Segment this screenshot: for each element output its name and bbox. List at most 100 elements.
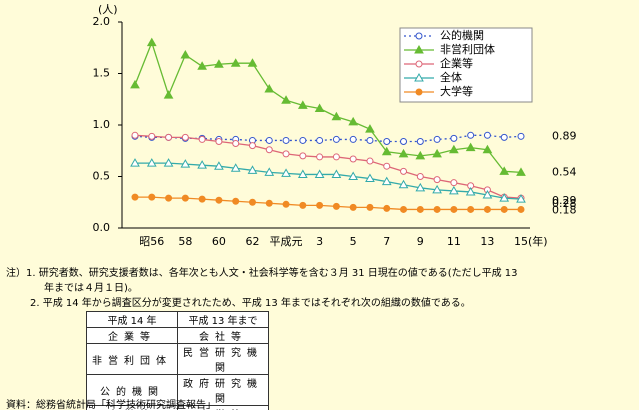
table-cell: 政府研究機関 <box>177 374 269 406</box>
point <box>131 131 139 139</box>
table-cell: 平成 13 年まで <box>177 311 269 328</box>
point <box>383 137 391 145</box>
value-label: 0.18 <box>552 203 577 216</box>
point <box>348 171 359 180</box>
legend-label: 全体 <box>440 70 462 84</box>
point <box>332 202 340 210</box>
point <box>165 194 173 202</box>
point <box>349 203 357 211</box>
legend-label: 公的機関 <box>440 28 484 42</box>
point <box>331 111 342 121</box>
point <box>398 179 409 189</box>
point <box>148 132 156 140</box>
value-label: 0.89 <box>552 129 577 142</box>
point <box>332 135 340 143</box>
point <box>130 79 140 89</box>
table-row: 公的機関 政府研究機関 <box>86 374 269 406</box>
table-row: 企業等 会社等 <box>86 327 269 344</box>
point <box>400 167 408 175</box>
point <box>163 158 174 167</box>
point <box>381 176 392 186</box>
point <box>483 205 491 213</box>
note: 年までは４月１日)。 <box>44 283 138 294</box>
legend-marker <box>415 32 423 40</box>
point <box>181 194 189 202</box>
point <box>297 169 308 178</box>
point <box>215 196 223 204</box>
legend-label: 企業等 <box>440 56 473 70</box>
point <box>165 133 173 141</box>
point <box>215 137 223 145</box>
point <box>450 205 458 213</box>
point <box>383 162 391 170</box>
point <box>230 58 241 67</box>
y-tick-label: 0.0 <box>93 221 111 234</box>
point <box>247 165 258 174</box>
point <box>465 186 476 196</box>
y-tick-label: 0.5 <box>93 170 111 183</box>
source: 資料：総務省統計局「科学技術研究調査報告」 <box>6 400 216 410</box>
point <box>198 135 206 143</box>
point <box>416 173 424 180</box>
legend-marker <box>415 60 423 68</box>
chart: (人) 0.0 0.5 1.0 1.5 2.0 昭56 58 60 62 平成元 3 5 7 9 11 13 1… <box>93 3 577 248</box>
point <box>282 200 290 208</box>
point <box>265 136 273 144</box>
point <box>383 204 391 212</box>
point <box>265 146 273 154</box>
table-cell: 公的機関 <box>86 374 178 406</box>
table-cell: 民営研究機関 <box>177 343 269 375</box>
point <box>314 103 325 113</box>
point <box>432 148 442 158</box>
point <box>450 179 458 187</box>
point <box>281 168 291 177</box>
point <box>180 159 191 168</box>
point <box>316 153 324 161</box>
x-tick-label: 平成元 <box>270 235 303 248</box>
note: 注）1. 研究者数、研究支援者数は、各年次とも人文・社会科学等を含む３月 31 … <box>6 268 518 279</box>
point <box>299 201 307 209</box>
point <box>416 205 424 213</box>
point <box>180 49 191 59</box>
point <box>516 194 526 203</box>
point <box>467 131 475 139</box>
series-line <box>135 196 521 211</box>
legend-marker <box>414 72 424 82</box>
point <box>232 197 240 205</box>
point <box>516 167 526 176</box>
point <box>482 190 493 199</box>
point <box>517 132 525 140</box>
y-tick-label: 1.5 <box>93 67 111 80</box>
point <box>348 116 359 126</box>
y-tick-label: 1.0 <box>93 118 111 131</box>
point <box>247 58 258 67</box>
point <box>433 176 441 184</box>
point <box>433 205 441 213</box>
x-axis-unit: (年) <box>528 234 548 248</box>
point <box>415 182 426 192</box>
point <box>197 160 207 169</box>
point <box>316 201 324 209</box>
point <box>499 193 510 202</box>
note: 2. 平成 14 年から調査区分が変更されたため、平成 13 年まではそれぞれ次… <box>30 298 471 309</box>
point <box>316 136 324 144</box>
point <box>332 153 340 161</box>
point <box>264 167 275 176</box>
point <box>365 124 375 133</box>
x-tick-label: 62 <box>245 235 259 248</box>
point <box>400 137 408 145</box>
value-label: 0.28 <box>552 197 577 210</box>
point <box>450 134 458 142</box>
point <box>398 148 409 158</box>
point <box>517 205 525 213</box>
point <box>433 135 441 143</box>
point <box>465 142 476 152</box>
point <box>349 155 357 163</box>
point <box>131 193 139 201</box>
point <box>482 144 493 154</box>
x-tick-label: 昭56 <box>139 235 164 248</box>
table-cell: 企業等 <box>86 327 178 344</box>
point <box>130 158 140 167</box>
point <box>381 146 392 156</box>
point <box>365 173 375 183</box>
